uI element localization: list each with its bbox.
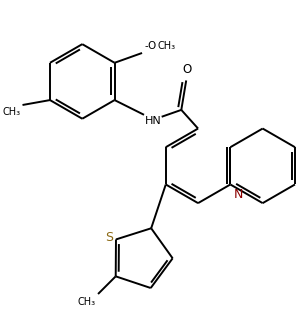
Text: CH₃: CH₃ xyxy=(78,297,96,307)
Text: N: N xyxy=(233,188,243,201)
Text: HN: HN xyxy=(145,116,162,126)
Text: O: O xyxy=(183,62,192,76)
Text: CH₃: CH₃ xyxy=(2,107,21,117)
Text: S: S xyxy=(105,231,113,244)
Text: CH₃: CH₃ xyxy=(158,41,176,51)
Text: -O: -O xyxy=(144,41,156,51)
